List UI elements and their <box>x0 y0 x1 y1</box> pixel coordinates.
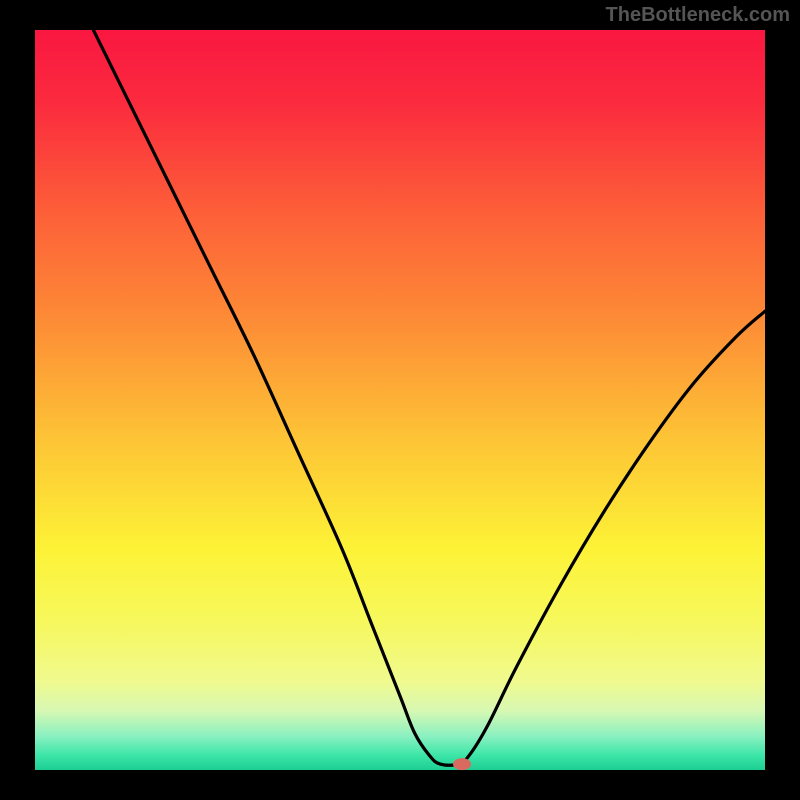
chart-svg <box>0 0 800 800</box>
bottleneck-chart: TheBottleneck.com <box>0 0 800 800</box>
plot-background <box>35 30 765 770</box>
watermark-text: TheBottleneck.com <box>606 4 790 27</box>
optimal-point-marker <box>453 758 471 770</box>
